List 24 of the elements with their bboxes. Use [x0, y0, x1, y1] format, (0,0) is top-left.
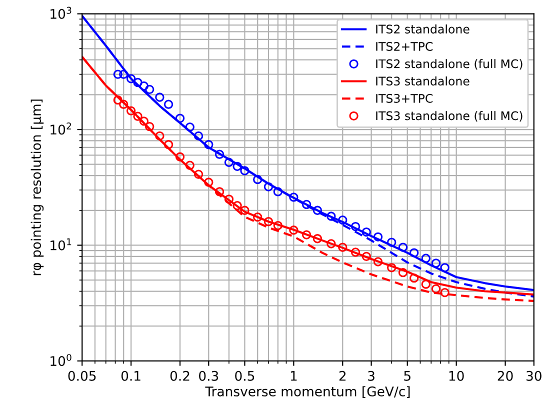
- x-tick-label: 10: [449, 370, 464, 381]
- x-tick-label: 0.5: [235, 370, 254, 381]
- x-axis-title: Transverse momentum [GeV/c]: [205, 386, 410, 398]
- y-axis-title: rφ pointing resolution [μm]: [30, 100, 44, 276]
- x-tick-label: 0.3: [199, 370, 218, 381]
- legend-label: ITS2 standalone (full MC): [376, 59, 522, 70]
- x-tick-label: 1: [290, 371, 297, 381]
- x-tick-label: 5: [404, 371, 410, 381]
- x-tick-label: 0.2: [170, 370, 190, 381]
- legend-label: ITS3 standalone (full MC): [376, 111, 522, 122]
- y-tick-label: 10$^{3}$: [50, 6, 72, 19]
- x-tick-label: 3: [368, 370, 374, 381]
- legend-label: ITS3+TPC: [376, 94, 433, 103]
- legend-label: ITS2 standalone: [376, 24, 470, 34]
- legend-label: ITS3 standalone: [376, 76, 470, 86]
- x-tick-label: 0.05: [68, 370, 96, 381]
- x-tick-label: 20: [498, 370, 513, 381]
- y-tick-label: 10$^{0}$: [50, 354, 72, 366]
- legend-label: ITS2+TPC: [376, 42, 433, 51]
- y-tick-label: 10$^{1}$: [50, 238, 72, 250]
- y-tick-label: 10$^{2}$: [50, 122, 72, 135]
- x-tick-label: 2: [339, 370, 346, 381]
- x-tick-label: 0.1: [121, 370, 140, 381]
- x-tick-label: 30: [526, 370, 542, 381]
